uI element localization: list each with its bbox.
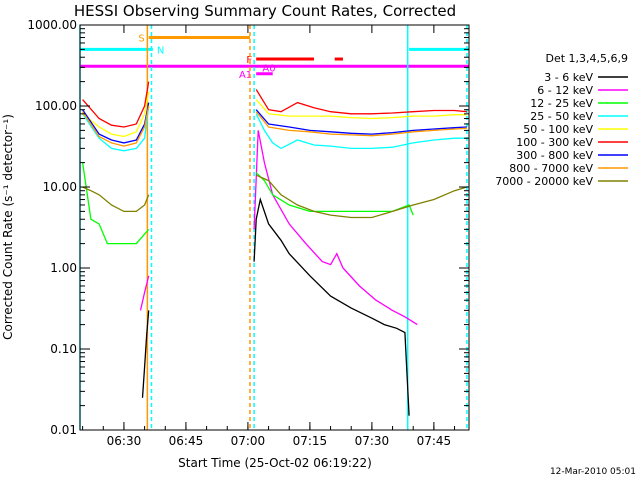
y-tick-label-0: 0.01 <box>50 423 77 437</box>
legend-header: Det 1,3,4,5,6,9 <box>545 52 628 65</box>
legend-label-1: 6 - 12 keV <box>537 84 593 97</box>
series-8 <box>82 174 468 219</box>
state-bars: SNFA0A1 <box>80 34 469 81</box>
state-label-7: A1 <box>239 70 252 81</box>
x-tick-label-5: 07:45 <box>417 434 452 448</box>
series-7 <box>82 105 467 147</box>
series-5 <box>82 81 467 128</box>
series-lines <box>82 81 468 416</box>
state-label-0: S <box>138 34 144 45</box>
legend-label-3: 25 - 50 keV <box>530 110 593 123</box>
x-tick-label-0: 06:30 <box>107 434 142 448</box>
legend-label-8: 7000 - 20000 keV <box>495 175 593 188</box>
y-tick-label-2: 1.00 <box>50 261 77 275</box>
x-tick-label-2: 07:00 <box>231 434 266 448</box>
y-tick-label-3: 10.00 <box>43 180 77 194</box>
series-4 <box>82 91 467 138</box>
state-label-1: N <box>157 45 164 56</box>
legend-label-7: 800 - 7000 keV <box>509 162 593 175</box>
series-1 <box>139 130 418 326</box>
legend-label-0: 3 - 6 keV <box>544 71 593 84</box>
y-tick-label-4: 100.00 <box>35 99 77 113</box>
y-tick-label-1: 0.10 <box>50 342 77 356</box>
y-axis-label: Corrected Count Rate (s⁻¹ detector⁻¹) <box>1 114 15 340</box>
y-axis-ticks: 0.01 0.10 1.00 10.00 100.00 1000.00 <box>27 18 469 437</box>
chart-title: HESSI Observing Summary Count Rates, Cor… <box>74 2 456 20</box>
legend-label-6: 300 - 800 keV <box>516 149 593 162</box>
y-tick-label-5: 1000.00 <box>27 18 77 32</box>
x-tick-label-1: 06:45 <box>169 434 204 448</box>
legend-label-2: 12 - 25 keV <box>530 97 593 110</box>
series-3 <box>82 105 467 152</box>
series-0 <box>141 197 410 416</box>
x-tick-label-3: 07:15 <box>293 434 328 448</box>
x-tick-label-4: 07:30 <box>355 434 390 448</box>
attenuator-lines <box>79 25 468 430</box>
plot-frame <box>79 24 470 431</box>
legend-label-5: 100 - 300 keV <box>516 136 593 149</box>
x-axis-label: Start Time (25-Oct-02 06:19:22) <box>178 456 372 470</box>
x-axis-ticks: 06:30 06:45 07:00 07:15 07:30 07:45 <box>82 25 456 448</box>
legend-label-4: 50 - 100 keV <box>523 123 593 136</box>
state-label-6: A0 <box>262 63 275 74</box>
render-timestamp: 12-Mar-2010 05:01 <box>550 467 636 477</box>
